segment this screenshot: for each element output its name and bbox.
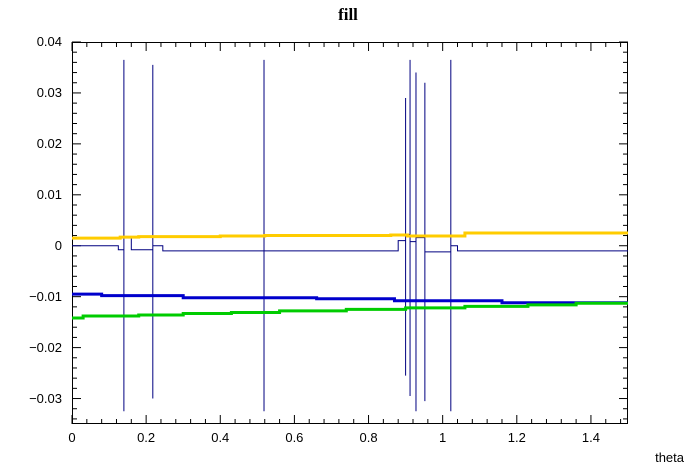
- y-axis-tick-label: 0.01: [36, 186, 62, 202]
- y-axis-tick-label: 0.04: [36, 34, 62, 49]
- y-axis-tick-label: 0.02: [36, 135, 62, 151]
- x-axis-tick-label: 0: [68, 430, 76, 445]
- series-yellow-step: [72, 231, 628, 240]
- plot-svg: [71, 41, 628, 424]
- y-axis-tick-label: 0: [54, 237, 62, 253]
- series-navy-step-with-spikes: [72, 59, 628, 412]
- x-axis-tick-label: 0.8: [359, 430, 378, 445]
- x-axis-tick-label: 0.6: [285, 430, 304, 445]
- x-axis-tick-label: 1: [439, 430, 447, 445]
- series-green-step: [72, 301, 628, 320]
- y-axis-tick-label: −0.03: [29, 390, 62, 406]
- chart-title: fill: [338, 5, 358, 24]
- x-axis-tick-label: 0.4: [211, 430, 230, 445]
- x-axis-tick-label: 1.4: [581, 430, 600, 445]
- x-axis-title: theta: [655, 450, 684, 465]
- series-blue-step: [72, 292, 628, 305]
- y-axis-tick-label: 0.03: [36, 84, 62, 100]
- x-axis-tick-label: 1.2: [507, 430, 526, 445]
- y-axis-tick-label: −0.02: [29, 339, 62, 355]
- y-axis-tick-label: −0.01: [29, 288, 62, 304]
- plot-area: [71, 41, 628, 424]
- x-axis-tick-label: 0.2: [137, 430, 156, 445]
